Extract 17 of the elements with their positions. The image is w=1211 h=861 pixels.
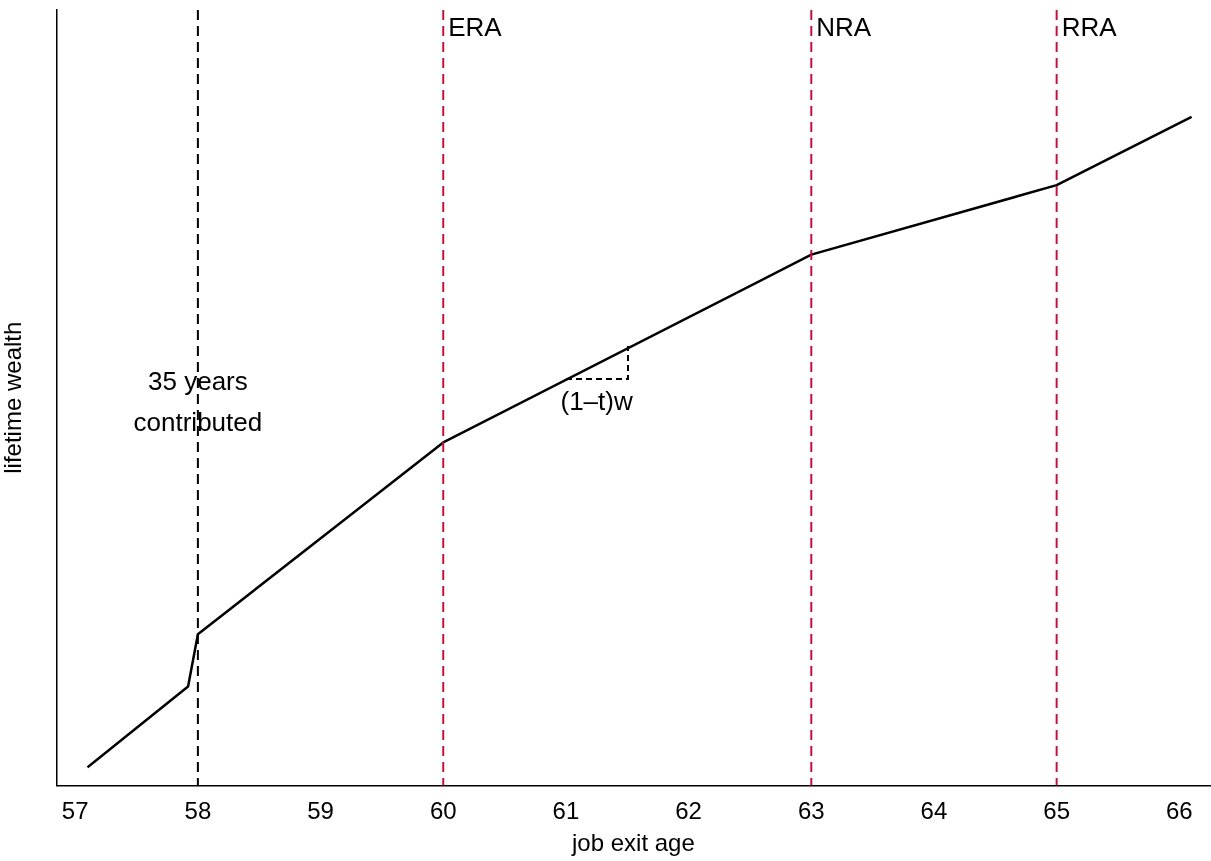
ref-line-label: ERA [448,12,503,43]
annotation: (1–t)w [560,386,633,417]
x-tick-label: 61 [552,797,580,825]
x-tick-label: 57 [61,797,89,825]
x-tick-label: 60 [429,797,457,825]
ref-line-label: NRA [816,12,872,43]
x-tick-label: 64 [920,797,948,825]
x-tick-label: 65 [1043,797,1070,825]
x-tick-label: 66 [1165,797,1193,825]
x-tick-label: 63 [797,797,825,825]
x-tick-label: 59 [307,797,334,825]
ref-line-label: RRA [1061,12,1118,43]
x-tick-label: 58 [184,797,212,825]
annotation: 35 years contributed [133,366,263,438]
y-axis-title: lifetime wealth [0,321,27,474]
x-axis-title: job exit age [571,829,695,857]
x-tick-label: 62 [675,797,702,825]
